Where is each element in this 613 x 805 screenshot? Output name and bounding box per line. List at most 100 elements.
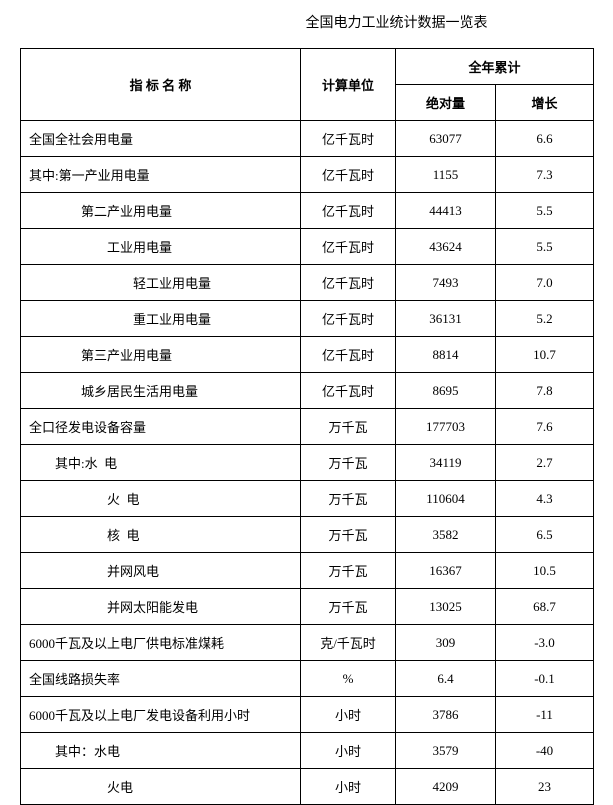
- cell-absolute: 13025: [396, 589, 496, 625]
- cell-unit: 亿千瓦时: [301, 301, 396, 337]
- cell-unit: 万千瓦: [301, 517, 396, 553]
- cell-unit: 小时: [301, 769, 396, 805]
- cell-indicator: 其中:水 电: [21, 445, 301, 481]
- cell-absolute: 34119: [396, 445, 496, 481]
- cell-absolute: 3582: [396, 517, 496, 553]
- table-row: 其中:第一产业用电量亿千瓦时11557.3: [21, 157, 594, 193]
- header-absolute: 绝对量: [396, 85, 496, 121]
- header-unit: 计算单位: [301, 49, 396, 121]
- cell-absolute: 6.4: [396, 661, 496, 697]
- cell-absolute: 36131: [396, 301, 496, 337]
- header-indicator: 指 标 名 称: [21, 49, 301, 121]
- cell-indicator: 第三产业用电量: [21, 337, 301, 373]
- table-row: 并网太阳能发电万千瓦1302568.7: [21, 589, 594, 625]
- cell-growth: 5.5: [496, 193, 594, 229]
- cell-growth: 7.8: [496, 373, 594, 409]
- cell-indicator: 并网风电: [21, 553, 301, 589]
- table-row: 城乡居民生活用电量亿千瓦时86957.8: [21, 373, 594, 409]
- cell-unit: 亿千瓦时: [301, 337, 396, 373]
- cell-growth: -0.1: [496, 661, 594, 697]
- cell-absolute: 63077: [396, 121, 496, 157]
- cell-growth: 6.5: [496, 517, 594, 553]
- cell-absolute: 177703: [396, 409, 496, 445]
- cell-unit: 小时: [301, 733, 396, 769]
- cell-growth: 7.6: [496, 409, 594, 445]
- cell-absolute: 16367: [396, 553, 496, 589]
- cell-unit: 亿千瓦时: [301, 193, 396, 229]
- table-header: 指 标 名 称 计算单位 全年累计 绝对量 增长: [21, 49, 594, 121]
- cell-absolute: 309: [396, 625, 496, 661]
- table-row: 全口径发电设备容量万千瓦1777037.6: [21, 409, 594, 445]
- table-row: 轻工业用电量亿千瓦时74937.0: [21, 265, 594, 301]
- table-body: 全国全社会用电量亿千瓦时630776.6其中:第一产业用电量亿千瓦时11557.…: [21, 121, 594, 805]
- table-row: 全国全社会用电量亿千瓦时630776.6: [21, 121, 594, 157]
- cell-indicator: 6000千瓦及以上电厂发电设备利用小时: [21, 697, 301, 733]
- table-row: 6000千瓦及以上电厂供电标准煤耗克/千瓦时309-3.0: [21, 625, 594, 661]
- cell-indicator: 城乡居民生活用电量: [21, 373, 301, 409]
- table-row: 工业用电量亿千瓦时436245.5: [21, 229, 594, 265]
- cell-absolute: 43624: [396, 229, 496, 265]
- cell-growth: 5.5: [496, 229, 594, 265]
- cell-unit: 亿千瓦时: [301, 229, 396, 265]
- cell-indicator: 核 电: [21, 517, 301, 553]
- cell-absolute: 1155: [396, 157, 496, 193]
- cell-indicator: 重工业用电量: [21, 301, 301, 337]
- cell-growth: -3.0: [496, 625, 594, 661]
- cell-growth: 68.7: [496, 589, 594, 625]
- cell-indicator: 第二产业用电量: [21, 193, 301, 229]
- cell-indicator: 轻工业用电量: [21, 265, 301, 301]
- cell-indicator: 其中：水电: [21, 733, 301, 769]
- header-growth: 增长: [496, 85, 594, 121]
- cell-absolute: 4209: [396, 769, 496, 805]
- cell-unit: 万千瓦: [301, 589, 396, 625]
- table-title: 全国电力工业统计数据一览表: [20, 12, 593, 32]
- cell-unit: 万千瓦: [301, 481, 396, 517]
- cell-absolute: 7493: [396, 265, 496, 301]
- cell-indicator: 火 电: [21, 481, 301, 517]
- cell-absolute: 110604: [396, 481, 496, 517]
- table-row: 核 电万千瓦35826.5: [21, 517, 594, 553]
- table-row: 火 电万千瓦1106044.3: [21, 481, 594, 517]
- cell-indicator: 全国全社会用电量: [21, 121, 301, 157]
- cell-absolute: 8695: [396, 373, 496, 409]
- cell-absolute: 44413: [396, 193, 496, 229]
- cell-indicator: 并网太阳能发电: [21, 589, 301, 625]
- cell-unit: 小时: [301, 697, 396, 733]
- table-row: 并网风电万千瓦1636710.5: [21, 553, 594, 589]
- cell-unit: 万千瓦: [301, 409, 396, 445]
- data-table: 指 标 名 称 计算单位 全年累计 绝对量 增长 全国全社会用电量亿千瓦时630…: [20, 48, 594, 805]
- cell-absolute: 3786: [396, 697, 496, 733]
- cell-absolute: 3579: [396, 733, 496, 769]
- table-row: 火电小时420923: [21, 769, 594, 805]
- cell-indicator: 6000千瓦及以上电厂供电标准煤耗: [21, 625, 301, 661]
- cell-unit: 克/千瓦时: [301, 625, 396, 661]
- cell-unit: 万千瓦: [301, 553, 396, 589]
- cell-unit: 万千瓦: [301, 445, 396, 481]
- header-annual: 全年累计: [396, 49, 594, 85]
- table-row: 其中：水电小时3579-40: [21, 733, 594, 769]
- table-row: 全国线路损失率%6.4-0.1: [21, 661, 594, 697]
- cell-absolute: 8814: [396, 337, 496, 373]
- cell-indicator: 工业用电量: [21, 229, 301, 265]
- cell-growth: -40: [496, 733, 594, 769]
- cell-growth: 5.2: [496, 301, 594, 337]
- cell-growth: 23: [496, 769, 594, 805]
- cell-growth: -11: [496, 697, 594, 733]
- table-row: 重工业用电量亿千瓦时361315.2: [21, 301, 594, 337]
- cell-indicator: 其中:第一产业用电量: [21, 157, 301, 193]
- cell-growth: 10.5: [496, 553, 594, 589]
- table-row: 第三产业用电量亿千瓦时881410.7: [21, 337, 594, 373]
- cell-unit: 亿千瓦时: [301, 157, 396, 193]
- cell-growth: 4.3: [496, 481, 594, 517]
- table-row: 6000千瓦及以上电厂发电设备利用小时小时3786-11: [21, 697, 594, 733]
- table-row: 其中:水 电万千瓦341192.7: [21, 445, 594, 481]
- cell-indicator: 火电: [21, 769, 301, 805]
- cell-unit: 亿千瓦时: [301, 265, 396, 301]
- cell-indicator: 全国线路损失率: [21, 661, 301, 697]
- table-row: 第二产业用电量亿千瓦时444135.5: [21, 193, 594, 229]
- cell-growth: 6.6: [496, 121, 594, 157]
- cell-growth: 2.7: [496, 445, 594, 481]
- cell-unit: 亿千瓦时: [301, 373, 396, 409]
- cell-unit: 亿千瓦时: [301, 121, 396, 157]
- cell-growth: 10.7: [496, 337, 594, 373]
